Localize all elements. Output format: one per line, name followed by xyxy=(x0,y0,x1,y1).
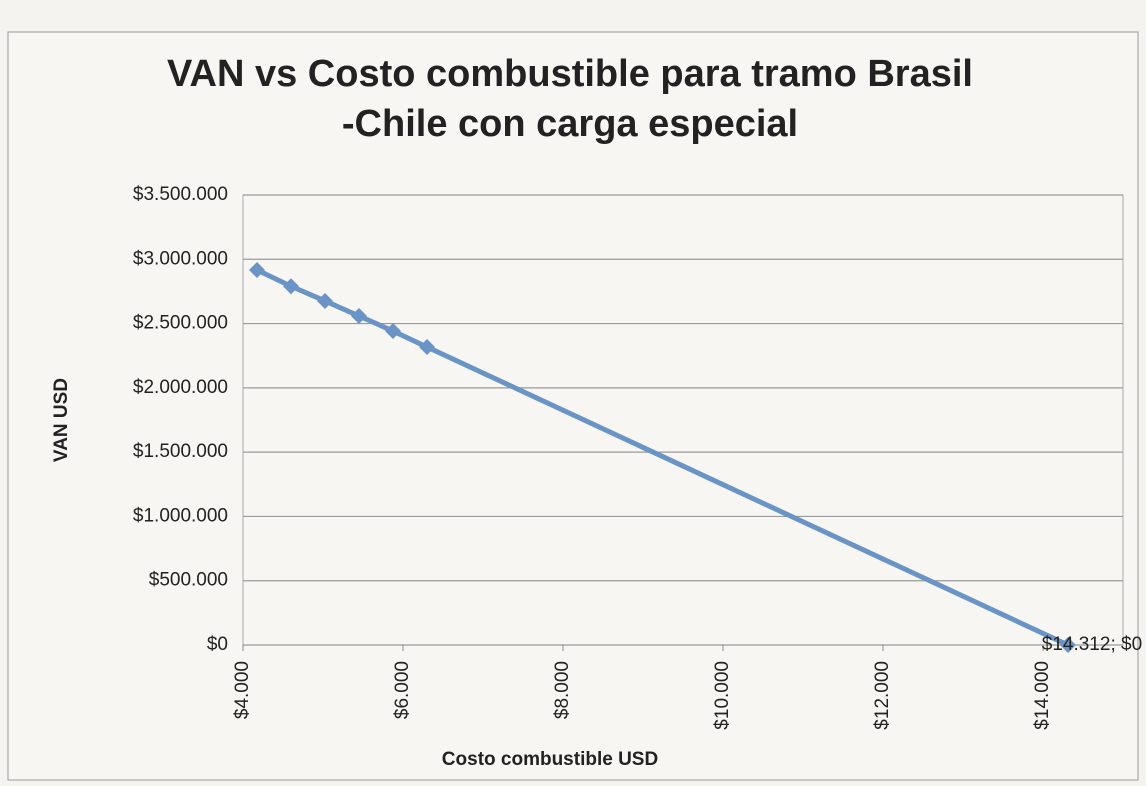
y-tick-label: $0 xyxy=(207,634,228,655)
x-tick-label: $14.000 xyxy=(1032,661,1053,730)
y-tick-label: $3.000.000 xyxy=(133,248,228,269)
x-tick-label: $4.000 xyxy=(232,661,253,719)
marker xyxy=(249,261,265,278)
x-tick-label: $10.000 xyxy=(712,661,733,730)
marker xyxy=(419,338,435,355)
marker xyxy=(317,292,333,309)
data-label: $14.312; $0 xyxy=(1042,634,1142,655)
x-tick-label: $6.000 xyxy=(392,661,413,719)
x-tick-label: $12.000 xyxy=(872,661,893,730)
y-tick-label: $500.000 xyxy=(149,570,228,591)
x-axis-label: Costo combustible USD xyxy=(442,749,658,770)
marker xyxy=(283,278,299,295)
y-tick-label: $2.500.000 xyxy=(133,313,228,334)
x-tick-label: $8.000 xyxy=(552,661,573,719)
chart-frame xyxy=(7,31,1139,781)
marker xyxy=(385,323,401,340)
y-tick-label: $1.000.000 xyxy=(133,505,228,526)
marker xyxy=(351,307,367,324)
y-tick-label: $3.500.000 xyxy=(133,184,228,205)
y-tick-label: $2.000.000 xyxy=(133,377,228,398)
chart-title: -Chile con carga especial xyxy=(342,103,798,145)
chart-title: VAN vs Costo combustible para tramo Bras… xyxy=(167,53,973,95)
y-axis-label: VAN USD xyxy=(51,378,72,462)
y-tick-label: $1.500.000 xyxy=(133,441,228,462)
marker xyxy=(1059,637,1076,653)
